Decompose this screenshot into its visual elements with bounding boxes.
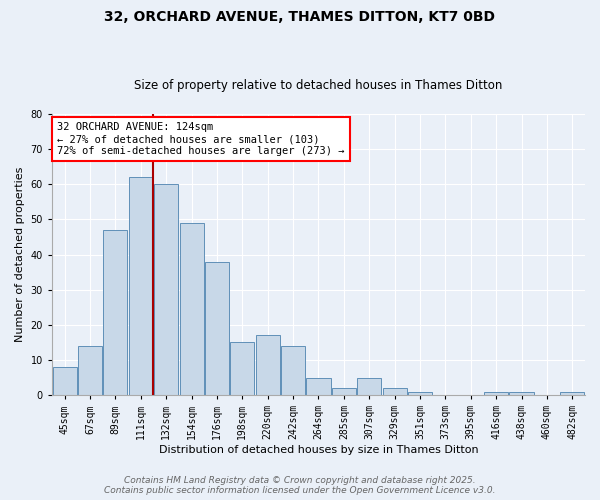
Text: 32 ORCHARD AVENUE: 124sqm
← 27% of detached houses are smaller (103)
72% of semi: 32 ORCHARD AVENUE: 124sqm ← 27% of detac… [57,122,345,156]
Bar [307,378,331,395]
Bar [560,392,584,395]
Bar [357,378,382,395]
Bar [53,367,77,395]
Bar [408,392,432,395]
Bar [103,230,127,395]
Title: Size of property relative to detached houses in Thames Ditton: Size of property relative to detached ho… [134,79,503,92]
Bar [205,262,229,395]
Bar [509,392,533,395]
Y-axis label: Number of detached properties: Number of detached properties [15,167,25,342]
Bar [281,346,305,395]
X-axis label: Distribution of detached houses by size in Thames Ditton: Distribution of detached houses by size … [158,445,478,455]
Bar [256,336,280,395]
Bar [154,184,178,395]
Bar [332,388,356,395]
Bar [78,346,102,395]
Bar [230,342,254,395]
Bar [383,388,407,395]
Bar [484,392,508,395]
Text: 32, ORCHARD AVENUE, THAMES DITTON, KT7 0BD: 32, ORCHARD AVENUE, THAMES DITTON, KT7 0… [104,10,496,24]
Bar [179,223,203,395]
Bar [129,178,153,395]
Text: Contains HM Land Registry data © Crown copyright and database right 2025.
Contai: Contains HM Land Registry data © Crown c… [104,476,496,495]
